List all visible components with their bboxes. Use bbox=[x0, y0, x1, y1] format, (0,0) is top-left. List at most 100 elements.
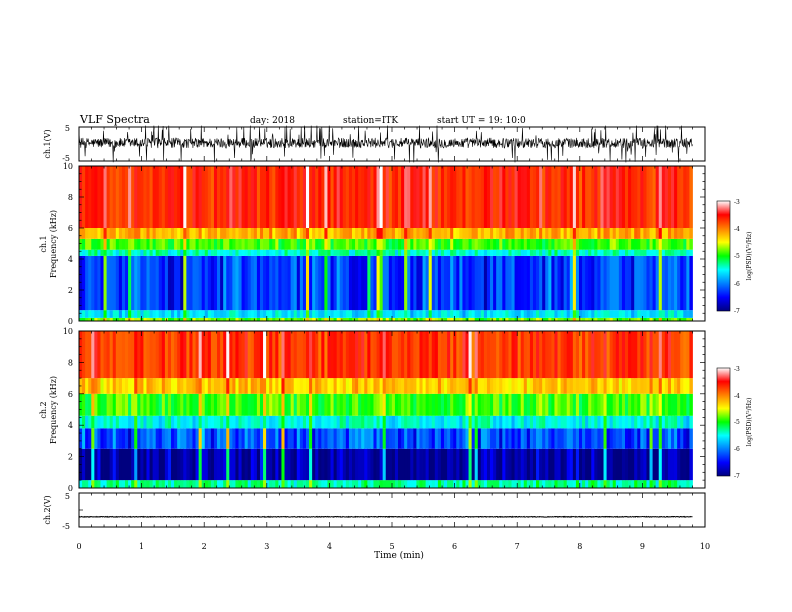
spectrogram-cell bbox=[299, 428, 304, 449]
spectrogram-cell bbox=[213, 310, 218, 318]
spectrogram-cell bbox=[97, 166, 101, 228]
spectrogram-cell bbox=[302, 428, 307, 449]
spectrogram-cell bbox=[177, 310, 181, 318]
spectrogram-cell bbox=[575, 480, 580, 488]
spectrogram-cell bbox=[664, 238, 669, 250]
spectrogram-cell bbox=[106, 238, 111, 250]
spectrogram-cell bbox=[419, 415, 423, 429]
spectrogram-cell bbox=[575, 255, 580, 311]
spectrogram-cell bbox=[585, 238, 589, 250]
spectrogram-cell bbox=[615, 393, 620, 416]
spectrogram-cell bbox=[177, 415, 181, 429]
spectrogram-cell bbox=[299, 331, 304, 379]
spectrogram-cell bbox=[324, 255, 328, 311]
spectrogram-cell bbox=[244, 249, 249, 256]
spectrogram-cell bbox=[103, 310, 108, 318]
spectrogram-cell bbox=[453, 238, 457, 250]
spectrogram-cell bbox=[637, 238, 641, 250]
spectrogram-cell bbox=[667, 393, 672, 416]
spectrogram-cell bbox=[259, 448, 264, 481]
spectrogram-cell bbox=[278, 393, 282, 416]
spectrogram-cell bbox=[569, 331, 574, 379]
spectrogram-cell bbox=[180, 317, 184, 321]
spectrogram-cell bbox=[373, 393, 377, 416]
spectrogram-cell bbox=[229, 428, 233, 449]
spectrogram-cell bbox=[480, 228, 485, 239]
ch1-waveform-ylabel: ch.1(V) bbox=[43, 129, 52, 158]
spectrogram-cell bbox=[542, 428, 546, 449]
spectrogram-cell bbox=[195, 480, 200, 488]
spectrogram-cell bbox=[434, 249, 439, 256]
spectrogram-cell bbox=[272, 238, 276, 250]
spectrogram-cell bbox=[82, 415, 86, 429]
spectrogram-cell bbox=[266, 238, 270, 250]
spectrogram-cell bbox=[486, 310, 491, 318]
spectrogram-cell bbox=[575, 166, 580, 228]
spectrogram-cell bbox=[542, 317, 546, 321]
spectrogram-cell bbox=[661, 310, 666, 318]
spectrogram-cell bbox=[551, 249, 555, 256]
spectrogram-cell bbox=[419, 166, 423, 228]
spectrogram-cell bbox=[520, 238, 525, 250]
spectrogram-cell bbox=[281, 393, 285, 416]
spectrogram-cell bbox=[85, 317, 89, 321]
spectrogram-cell bbox=[425, 415, 430, 429]
ch1-colorbar: -3 -4 -5 -6 -7 log(PSD)(V²/Hz) bbox=[716, 199, 753, 315]
spectrogram-cell bbox=[572, 166, 577, 228]
spectrogram-cell bbox=[112, 238, 117, 250]
spectrogram-cell bbox=[235, 331, 239, 379]
y-tick-label: 8 bbox=[68, 193, 73, 202]
spectrogram-cell bbox=[407, 378, 411, 394]
spectrogram-cell bbox=[131, 393, 135, 416]
spectrogram-cell bbox=[508, 238, 512, 250]
spectrogram-cell bbox=[174, 415, 178, 429]
spectrogram-cell bbox=[419, 310, 423, 318]
spectrogram-cell bbox=[557, 249, 561, 256]
spectrogram-cell bbox=[502, 331, 506, 379]
spectrogram-cell bbox=[425, 166, 430, 228]
spectrogram-cell bbox=[686, 317, 690, 321]
spectrogram-cell bbox=[468, 166, 473, 228]
spectrogram-cell bbox=[327, 310, 331, 318]
spectrogram-cell bbox=[410, 255, 414, 311]
spectrogram-cell bbox=[318, 249, 322, 256]
spectrogram-cell bbox=[364, 238, 368, 250]
spectrogram-cell bbox=[355, 448, 359, 481]
spectrogram-cell bbox=[597, 166, 601, 228]
spectrogram-cell bbox=[189, 310, 193, 318]
spectrogram-cell bbox=[91, 480, 95, 488]
spectrogram-cell bbox=[615, 228, 620, 239]
spectrogram-cell bbox=[364, 166, 368, 228]
spectrogram-cell bbox=[511, 378, 515, 394]
spectrogram-cell bbox=[220, 310, 224, 318]
spectrogram-cell bbox=[625, 238, 629, 250]
spectrogram-cell bbox=[453, 331, 457, 379]
spectrogram-cell bbox=[440, 428, 445, 449]
ch2-waveform-x-ticks bbox=[78, 492, 706, 528]
ch2-colorbar-label: log(PSD)(V²/Hz) bbox=[746, 398, 753, 447]
spectrogram-cell bbox=[425, 310, 430, 318]
spectrogram-cell bbox=[312, 166, 316, 228]
spectrogram-cell bbox=[637, 310, 641, 318]
spectrogram-cell bbox=[585, 317, 589, 321]
spectrogram-cell bbox=[447, 448, 451, 481]
spectrogram-cell bbox=[431, 255, 436, 311]
spectrogram-cell bbox=[293, 428, 298, 449]
spectrogram-cell bbox=[348, 228, 353, 239]
spectrogram-cell bbox=[517, 428, 522, 449]
spectrogram-cell bbox=[603, 310, 607, 318]
spectrogram-cell bbox=[468, 255, 473, 311]
spectrogram-cell bbox=[238, 317, 242, 321]
spectrogram-cell bbox=[539, 378, 543, 394]
spectrogram-cell bbox=[582, 448, 586, 481]
spectrogram-cell bbox=[112, 249, 117, 256]
spectrogram-cell bbox=[545, 249, 549, 256]
spectrogram-cell bbox=[266, 448, 270, 481]
spectrogram-cell bbox=[523, 317, 528, 321]
spectrogram-cell bbox=[652, 428, 657, 449]
spectrogram-cell bbox=[220, 393, 224, 416]
spectrogram-cell bbox=[183, 249, 187, 256]
spectrogram-cell bbox=[174, 378, 178, 394]
spectrogram-cell bbox=[486, 480, 491, 488]
spectrogram-cell bbox=[333, 310, 338, 318]
